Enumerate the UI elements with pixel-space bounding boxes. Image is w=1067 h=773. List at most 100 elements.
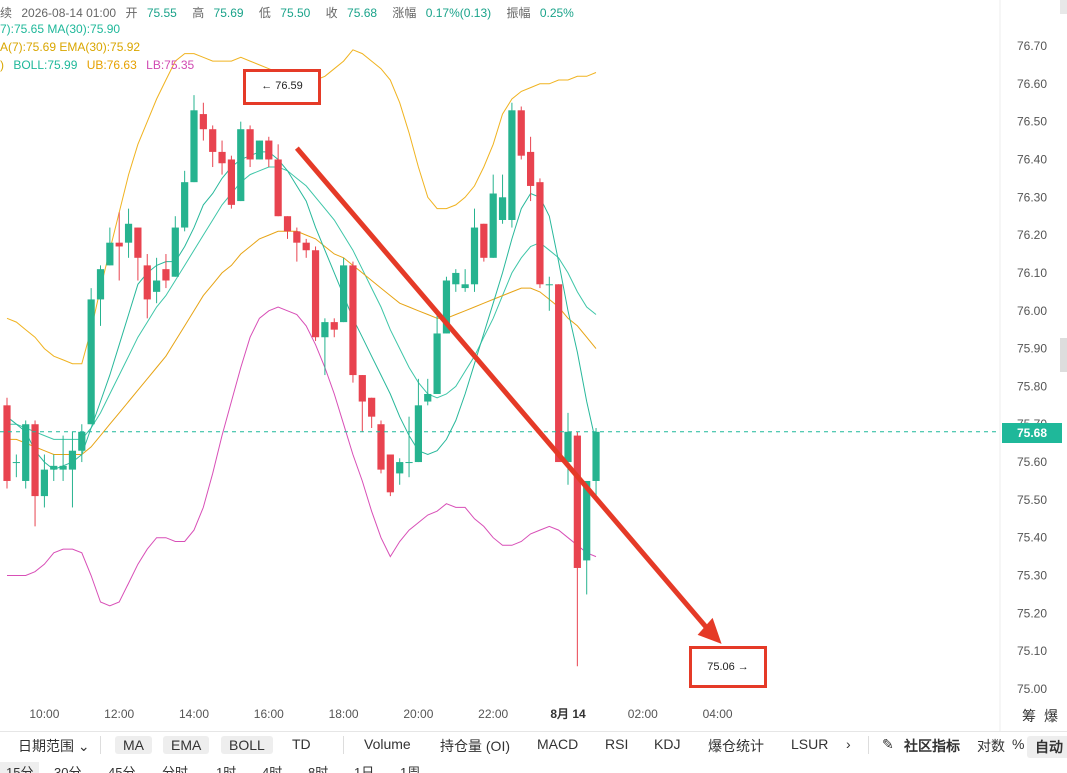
interval-30m[interactable]: 30分	[54, 765, 82, 773]
candle-body	[274, 159, 282, 217]
trend-arrow-head	[697, 617, 722, 644]
boll-ub-label: UB:76.63	[86, 58, 137, 72]
y-tick-label: 75.80	[1017, 379, 1047, 393]
candle-body	[340, 265, 348, 323]
candle-body	[461, 284, 469, 289]
candle-body	[124, 223, 133, 243]
candle-body	[545, 284, 553, 286]
edit-icon[interactable]: ✎	[882, 736, 894, 752]
candle-body	[489, 193, 497, 258]
candle-body	[153, 280, 161, 292]
indicator-volume[interactable]: Volume	[364, 736, 411, 752]
indicator-rsi[interactable]: RSI	[605, 736, 629, 752]
high-price-callout: ← 76.59	[243, 69, 321, 105]
y-tick-label: 75.00	[1017, 682, 1047, 696]
x-tick-label: 22:00	[478, 707, 508, 721]
overlay-td[interactable]: TD	[292, 736, 311, 752]
candle-body	[181, 182, 189, 228]
interval-1d[interactable]: 1日	[354, 765, 375, 773]
interval-8h[interactable]: 8时	[308, 765, 329, 773]
candle-body	[377, 424, 385, 470]
candle-body	[171, 227, 179, 277]
overlay-ema[interactable]: EMA	[163, 736, 210, 754]
x-tick-label: 04:00	[703, 707, 733, 721]
percent-toggle[interactable]: %	[1012, 736, 1025, 752]
candle-body	[536, 182, 544, 285]
y-tick-label: 76.20	[1017, 228, 1047, 242]
candle-body	[330, 322, 338, 330]
candle-body	[199, 114, 207, 130]
candle-body	[12, 462, 20, 464]
candle-body	[480, 223, 488, 258]
x-tick-label: 18:00	[329, 707, 359, 721]
y-tick-label: 76.70	[1017, 39, 1047, 53]
x-tick-label: 12:00	[104, 707, 134, 721]
candle-body	[386, 454, 394, 493]
candle-body	[396, 462, 404, 474]
divider	[868, 736, 869, 754]
chevron-down-icon: ⌄	[77, 738, 90, 754]
side-label-chip[interactable]: 筹	[1022, 708, 1036, 724]
trend-arrow-line	[294, 146, 710, 631]
indicator-lines	[6, 49, 597, 607]
info-close: 收 75.68	[325, 6, 378, 20]
interval-4h[interactable]: 4时	[262, 765, 283, 773]
top-right-handle	[1060, 0, 1067, 14]
ohlc-info-line: 续 2026-08-14 01:00 开 75.55 高 75.69 低 75.…	[0, 4, 586, 21]
ma-legend[interactable]: 7):75.65 MA(30):75.90	[0, 22, 121, 36]
indicator-kdj[interactable]: KDJ	[654, 736, 681, 752]
y-tick-label: 75.60	[1017, 455, 1047, 469]
candle-body	[368, 397, 376, 417]
x-tick-label: 20:00	[403, 707, 433, 721]
interval-1h[interactable]: 1时	[216, 765, 237, 773]
info-high: 高 75.69	[192, 6, 244, 20]
indicator-liquidation[interactable]: 爆仓统计	[708, 738, 764, 754]
y-tick-label: 75.90	[1017, 342, 1047, 356]
interval-1w[interactable]: 1周	[400, 765, 421, 773]
candle-body	[442, 280, 451, 334]
candle-body	[115, 242, 123, 247]
boll-lb-label: LB:75.35	[146, 58, 195, 72]
candle-body	[255, 140, 264, 160]
side-panel-handle[interactable]	[1060, 338, 1067, 372]
ema-legend[interactable]: A(7):75.69 EMA(30):75.92	[0, 40, 141, 54]
candle-body	[68, 450, 77, 470]
boll-lower-band	[7, 306, 597, 607]
interval-timeshare[interactable]: 分时	[162, 765, 189, 773]
side-label-liq[interactable]: 爆	[1044, 708, 1058, 724]
y-axis: 76.70 76.60 76.50 76.40 76.30 76.20 76.10 76.00…	[1017, 39, 1047, 696]
indicator-oi[interactable]: 持仓量 (OI)	[440, 738, 510, 754]
y-tick-label: 76.30	[1017, 190, 1047, 204]
candle-body	[508, 110, 516, 220]
community-indicators[interactable]: 社区指标	[904, 738, 960, 754]
x-tick-label: 10:00	[29, 707, 59, 721]
boll-legend[interactable]: ) BOLL:75.99 UB:76.63 LB:75.35	[0, 58, 195, 72]
indicator-lsur[interactable]: LSUR	[791, 736, 829, 752]
overlay-boll[interactable]: BOLL	[221, 736, 273, 754]
x-tick-label: 8月 14	[550, 707, 586, 721]
candle-body	[321, 322, 329, 338]
candle-body	[40, 469, 48, 497]
candle-body	[358, 375, 366, 402]
candle-body	[3, 405, 11, 481]
y-tick-label: 76.50	[1017, 115, 1047, 129]
date-range-button[interactable]: 日期范围 ⌄	[18, 738, 90, 754]
candlestick-chart[interactable]: 76.70 76.60 76.50 76.40 76.30 76.20 76.10 76.00…	[0, 0, 1067, 731]
chevron-right-icon[interactable]: ›	[846, 736, 851, 752]
log-scale-toggle[interactable]: 对数	[977, 738, 1005, 754]
candle-body	[87, 299, 95, 425]
overlay-ma[interactable]: MA	[115, 736, 152, 754]
interval-15m[interactable]: 15分	[0, 762, 40, 773]
candle-body	[22, 424, 30, 481]
y-tick-label: 75.40	[1017, 531, 1047, 545]
candle-body	[283, 216, 292, 232]
candle-body	[106, 242, 114, 266]
indicator-macd[interactable]: MACD	[537, 736, 579, 752]
interval-45m[interactable]: 45分	[108, 765, 136, 773]
info-low: 低 75.50	[258, 6, 311, 20]
candle-body	[311, 250, 320, 338]
candle-body	[209, 129, 217, 152]
x-axis: 10:00 12:00 14:00 16:00 18:00 20:00 22:00 8月 14…	[29, 707, 733, 721]
auto-scale-toggle[interactable]: 自动	[1027, 736, 1067, 758]
candle-body	[424, 393, 432, 402]
